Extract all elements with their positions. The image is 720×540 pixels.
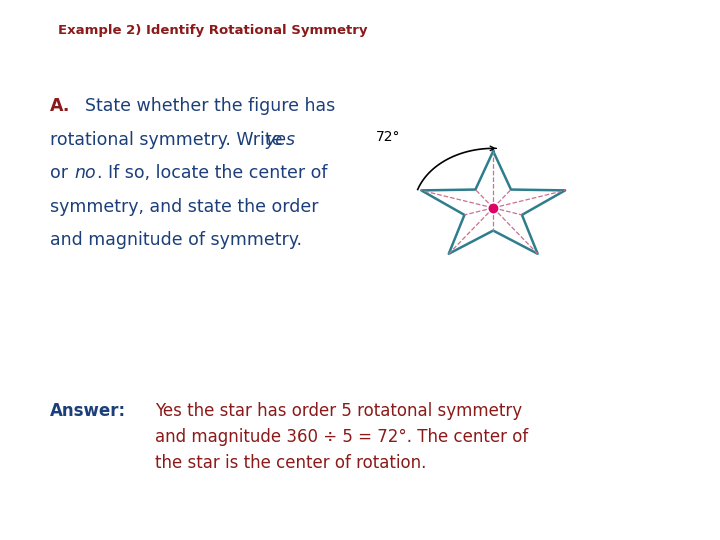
Text: Example 2) Identify Rotational Symmetry: Example 2) Identify Rotational Symmetry (58, 24, 367, 37)
Text: Answer:: Answer: (50, 402, 127, 420)
Text: A.: A. (50, 97, 71, 115)
Text: 72°: 72° (377, 130, 401, 144)
Text: yes: yes (265, 131, 295, 149)
Text: Yes the star has order 5 rotatonal symmetry
and magnitude 360 ÷ 5 = 72°. The cen: Yes the star has order 5 rotatonal symme… (155, 402, 528, 472)
Polygon shape (421, 151, 565, 254)
Text: State whether the figure has: State whether the figure has (85, 97, 336, 115)
Text: no: no (75, 164, 96, 182)
Text: . If so, locate the center of: . If so, locate the center of (97, 164, 328, 182)
Text: and magnitude of symmetry.: and magnitude of symmetry. (50, 231, 302, 249)
Text: symmetry, and state the order: symmetry, and state the order (50, 198, 319, 215)
Text: or: or (50, 164, 74, 182)
Text: rotational symmetry. Write: rotational symmetry. Write (50, 131, 289, 149)
